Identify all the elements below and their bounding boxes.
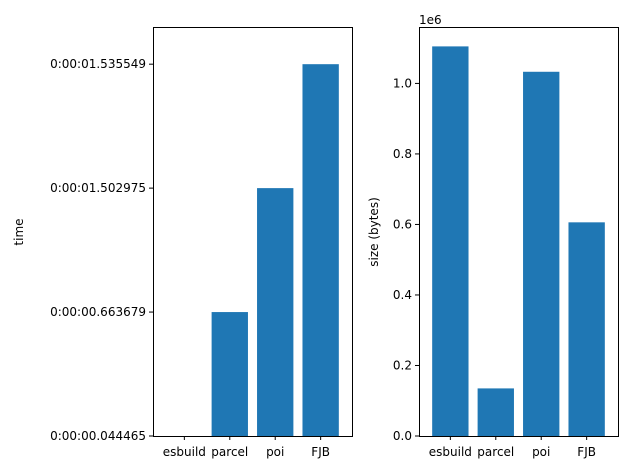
size-y-tick-label: 0.6 [393,217,412,231]
time-y-tick-label: 0:00:01.502975 [50,181,146,195]
size-y-axis-label: size (bytes) [367,197,381,267]
size-chart: 0.0 0.2 0.4 0.6 0.8 1.0 esbuild parcel poi FJB 1… [367,13,619,459]
size-bar-esbuild [432,46,469,436]
time-axes-frame [153,27,353,437]
time-x-tick-label: FJB [311,445,330,459]
size-y-ticks: 0.0 0.2 0.4 0.6 0.8 1.0 [393,76,419,443]
time-y-tick-label: 0:00:01.535549 [50,57,146,71]
time-bar-fjb [302,64,339,436]
size-x-tick-label: FJB [577,445,596,459]
size-bar-fjb [568,222,605,436]
size-x-tick-label: parcel [477,445,514,459]
size-y-offset-label: 1e6 [419,13,442,27]
time-y-tick-label: 0:00:00.044465 [50,429,146,443]
time-bar-parcel [211,312,248,436]
size-y-tick-label: 0.2 [393,358,412,372]
time-bars [211,64,339,436]
time-y-axis-label: time [12,218,26,245]
size-y-tick-label: 0.8 [393,147,412,161]
time-bar-poi [257,188,294,436]
size-x-ticks: esbuild parcel poi FJB [429,436,596,459]
size-y-tick-label: 1.0 [393,76,412,90]
size-y-tick-label: 0.4 [393,288,412,302]
time-x-tick-label: esbuild [163,445,206,459]
size-x-tick-label: poi [532,445,550,459]
size-bar-poi [523,71,560,437]
time-chart: 0:00:00.044465 0:00:00.663679 0:00:01.5029… [12,27,353,459]
time-x-tick-label: parcel [211,445,248,459]
size-axes-frame [419,27,619,437]
time-y-tick-label: 0:00:00.663679 [50,305,146,319]
time-x-tick-label: poi [266,445,284,459]
size-y-tick-label: 0.0 [393,429,412,443]
size-bars [432,46,605,437]
time-x-ticks: esbuild parcel poi FJB [163,436,330,459]
time-y-ticks: 0:00:00.044465 0:00:00.663679 0:00:01.5029… [50,57,153,443]
size-x-tick-label: esbuild [429,445,472,459]
size-bar-parcel [477,388,514,436]
